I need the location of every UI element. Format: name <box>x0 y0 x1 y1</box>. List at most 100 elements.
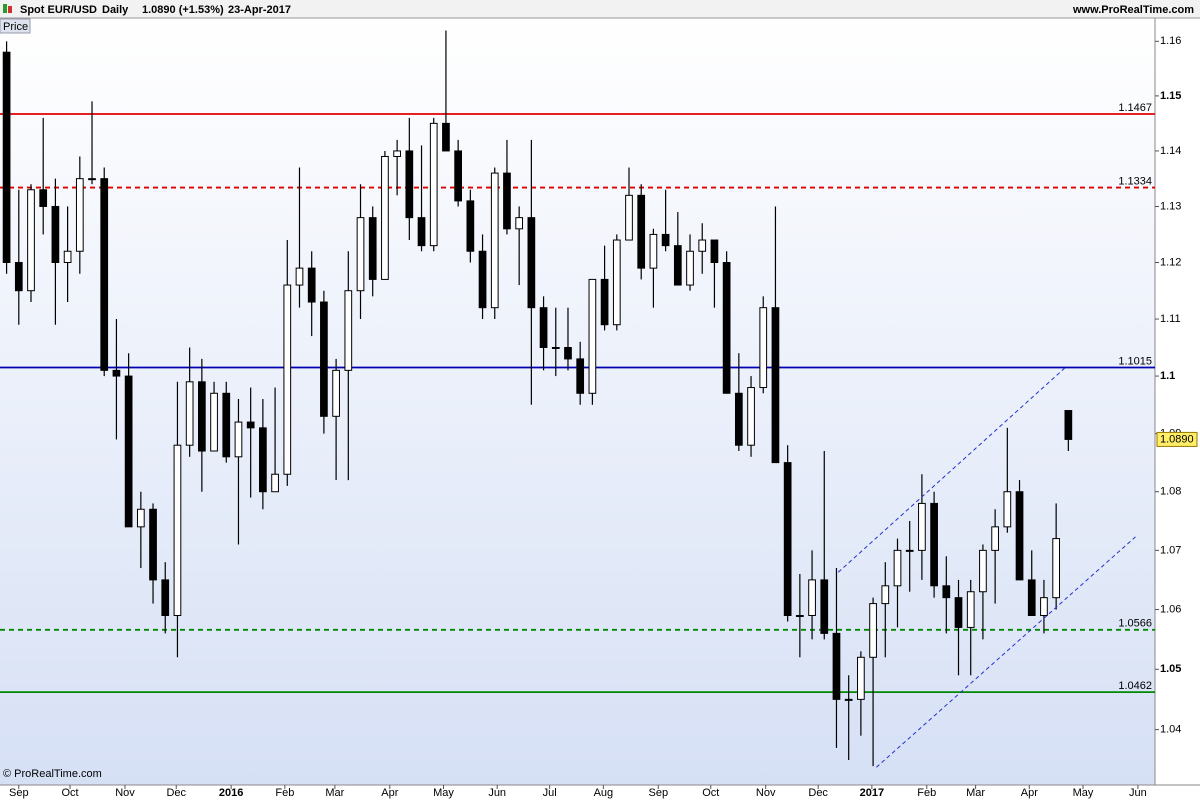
icon <box>8 6 12 13</box>
candle-body <box>466 200 475 252</box>
candle-body <box>649 233 658 269</box>
trendline <box>876 536 1136 768</box>
candle-body <box>1040 597 1048 616</box>
candle-body <box>161 579 170 616</box>
candle-body <box>869 603 877 658</box>
x-tick-label: Jun <box>488 787 506 799</box>
level-label: 1.0566 <box>1118 618 1152 630</box>
candle-body <box>429 122 438 247</box>
candle-body <box>51 205 60 264</box>
last-price: 1.0890 (+1.53%) <box>142 4 224 16</box>
price-tag <box>1156 431 1198 447</box>
candle-body <box>905 549 914 552</box>
candle-body <box>1015 491 1024 581</box>
date: 23-Apr-2017 <box>228 4 291 16</box>
tab[interactable] <box>0 18 31 34</box>
candle-body <box>857 656 865 700</box>
candle-body <box>234 421 243 458</box>
y-tick-label: 1.06 <box>1160 603 1181 615</box>
candle-body <box>63 250 72 264</box>
candle-body <box>454 150 462 202</box>
candle-body <box>612 239 621 326</box>
candle-body <box>307 267 316 303</box>
x-tick-label: Apr <box>381 787 398 799</box>
level-label: 1.1334 <box>1118 175 1152 187</box>
candle-body <box>539 307 548 348</box>
y-tick-label: 1.13 <box>1160 200 1181 212</box>
x-tick-label: Jun <box>1129 787 1147 799</box>
y-tick-label: 1.16 <box>1160 35 1181 47</box>
candle-body <box>39 189 48 207</box>
candle-body <box>771 307 780 464</box>
candle-body <box>320 301 328 417</box>
candle-body <box>405 150 414 219</box>
candle-body <box>1027 579 1036 616</box>
candle-body <box>332 369 340 417</box>
candle-body <box>478 250 487 309</box>
candle-body <box>625 194 633 241</box>
candle-body <box>124 375 133 528</box>
candle-body <box>185 381 194 446</box>
candle-body <box>527 217 536 309</box>
x-tick-label: Mar <box>966 787 985 799</box>
candle-body <box>210 392 218 452</box>
x-tick-label: Nov <box>115 787 135 799</box>
candle-body <box>564 346 572 360</box>
price-tag-label: 1.0890 <box>1160 433 1194 445</box>
candle-body <box>246 421 255 429</box>
candle-body <box>747 387 755 446</box>
x-tick-label: Apr <box>1021 787 1038 799</box>
candle-body <box>283 284 292 475</box>
candle-body <box>966 591 975 628</box>
candle-body <box>1064 410 1073 440</box>
candle-body <box>820 579 829 634</box>
candle-body <box>588 278 597 394</box>
candle-body <box>198 381 206 452</box>
candle-body <box>637 194 646 269</box>
candle-body <box>112 369 121 377</box>
candle-body <box>381 155 389 280</box>
y-tick-label: 1.12 <box>1160 256 1181 268</box>
y-tick-label: 1.05 <box>1160 663 1181 675</box>
candle-body <box>295 267 304 286</box>
x-tick-label: Feb <box>275 787 294 799</box>
candle-body <box>686 250 694 286</box>
candle-body <box>796 614 804 617</box>
x-tick-label: Oct <box>702 787 719 799</box>
copyright: © ProRealTime.com <box>3 768 102 780</box>
candle-body <box>136 508 145 528</box>
candle-body <box>368 217 377 280</box>
y-tick-label: 1.1 <box>1160 370 1175 382</box>
candle-body <box>783 462 792 616</box>
y-tick-label: 1.15 <box>1160 90 1181 102</box>
x-tick-label: 2016 <box>219 787 243 799</box>
candle-body <box>661 233 670 247</box>
candle-body <box>149 508 157 581</box>
candle-body <box>954 597 963 628</box>
candle-body <box>259 427 267 493</box>
x-tick-label: Jul <box>543 787 557 799</box>
candle-body <box>503 172 511 230</box>
level-label: 1.1467 <box>1118 102 1152 114</box>
candle-body <box>2 51 11 264</box>
symbol: Spot EUR/USD <box>20 4 97 16</box>
candle-body <box>576 358 585 394</box>
candle-body <box>844 698 853 701</box>
site: www.ProRealTime.com <box>1072 4 1194 16</box>
y-tick-label: 1.11 <box>1160 313 1181 325</box>
candle-body <box>551 346 560 349</box>
candle-body <box>991 526 999 551</box>
candle-body <box>942 585 951 599</box>
candle-body <box>271 473 279 493</box>
candle-body <box>832 632 841 700</box>
candle-body <box>1052 538 1061 599</box>
x-tick-label: Dec <box>808 787 828 799</box>
candle-body <box>515 217 524 230</box>
icon <box>3 4 7 13</box>
tab-label[interactable]: Price <box>3 21 28 33</box>
level-label: 1.1015 <box>1118 355 1152 367</box>
candle-body <box>722 262 731 394</box>
candle-body <box>600 278 609 326</box>
y-tick-label: 1.08 <box>1160 486 1181 498</box>
candle-body <box>100 178 109 371</box>
